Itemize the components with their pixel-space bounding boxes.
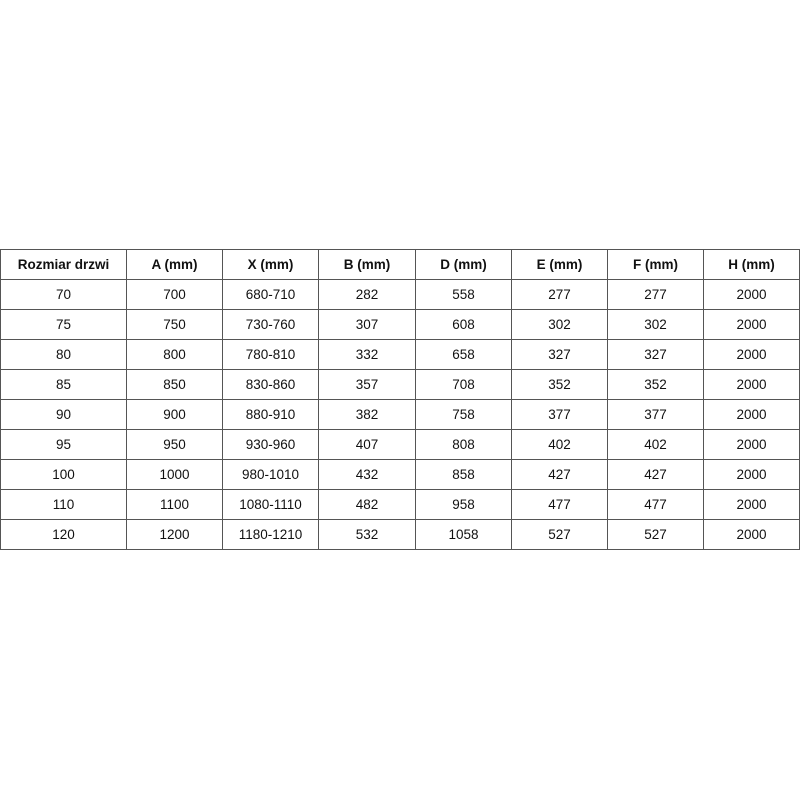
table-cell: 427 — [511, 459, 608, 490]
table-cell: 708 — [415, 369, 512, 400]
table-cell: 477 — [607, 489, 704, 520]
table-row: 75 750 730-760 307 608 302 302 2000 — [0, 309, 800, 340]
table-cell: 930-960 — [222, 429, 319, 460]
column-header: H (mm) — [703, 249, 800, 280]
column-header: A (mm) — [126, 249, 223, 280]
table-cell: 402 — [607, 429, 704, 460]
table-cell: 382 — [318, 399, 416, 430]
table-cell: 750 — [126, 309, 223, 340]
table-cell: 432 — [318, 459, 416, 490]
table-cell: 327 — [511, 339, 608, 370]
table-cell: 100 — [0, 459, 127, 490]
column-header: Rozmiar drzwi — [0, 249, 127, 280]
table-row: 100 1000 980-1010 432 858 427 427 2000 — [0, 459, 800, 490]
table-cell: 2000 — [703, 459, 800, 490]
table-cell: 307 — [318, 309, 416, 340]
table-cell: 608 — [415, 309, 512, 340]
table-cell: 90 — [0, 399, 127, 430]
table-cell: 427 — [607, 459, 704, 490]
table-cell: 2000 — [703, 489, 800, 520]
table-cell: 277 — [607, 279, 704, 310]
table-cell: 110 — [0, 489, 127, 520]
table-cell: 2000 — [703, 369, 800, 400]
table-cell: 482 — [318, 489, 416, 520]
table-cell: 402 — [511, 429, 608, 460]
table-cell: 958 — [415, 489, 512, 520]
table-cell: 532 — [318, 519, 416, 550]
table-cell: 282 — [318, 279, 416, 310]
table-cell: 357 — [318, 369, 416, 400]
table-cell: 352 — [511, 369, 608, 400]
table-cell: 302 — [607, 309, 704, 340]
table-row: 70 700 680-710 282 558 277 277 2000 — [0, 279, 800, 310]
table-cell: 80 — [0, 339, 127, 370]
table-cell: 1080-1110 — [222, 489, 319, 520]
table-cell: 332 — [318, 339, 416, 370]
table-cell: 730-760 — [222, 309, 319, 340]
table-row: 85 850 830-860 357 708 352 352 2000 — [0, 369, 800, 400]
table-cell: 758 — [415, 399, 512, 430]
table-row: 90 900 880-910 382 758 377 377 2000 — [0, 399, 800, 430]
table-cell: 75 — [0, 309, 127, 340]
table-cell: 658 — [415, 339, 512, 370]
column-header: B (mm) — [318, 249, 416, 280]
table-row: 120 1200 1180-1210 532 1058 527 527 2000 — [0, 519, 800, 550]
table-cell: 352 — [607, 369, 704, 400]
table-cell: 900 — [126, 399, 223, 430]
table-cell: 558 — [415, 279, 512, 310]
table-cell: 477 — [511, 489, 608, 520]
table-cell: 527 — [607, 519, 704, 550]
header-row: Rozmiar drzwi A (mm) X (mm) B (mm) D (mm) E (… — [0, 249, 800, 280]
table-cell: 700 — [126, 279, 223, 310]
table-cell: 858 — [415, 459, 512, 490]
table-cell: 2000 — [703, 429, 800, 460]
table-cell: 780-810 — [222, 339, 319, 370]
table-cell: 1058 — [415, 519, 512, 550]
table-cell: 527 — [511, 519, 608, 550]
table-cell: 277 — [511, 279, 608, 310]
table-cell: 2000 — [703, 519, 800, 550]
table-cell: 95 — [0, 429, 127, 460]
table-cell: 2000 — [703, 339, 800, 370]
table-row: 80 800 780-810 332 658 327 327 2000 — [0, 339, 800, 370]
table-cell: 120 — [0, 519, 127, 550]
table-cell: 1200 — [126, 519, 223, 550]
table-cell: 1000 — [126, 459, 223, 490]
table-cell: 377 — [511, 399, 608, 430]
dimensions-table: Rozmiar drzwi A (mm) X (mm) B (mm) D (mm) E (… — [0, 249, 800, 550]
table-cell: 980-1010 — [222, 459, 319, 490]
column-header: F (mm) — [607, 249, 704, 280]
table-cell: 950 — [126, 429, 223, 460]
table-cell: 680-710 — [222, 279, 319, 310]
table-cell: 302 — [511, 309, 608, 340]
table-cell: 85 — [0, 369, 127, 400]
table-cell: 830-860 — [222, 369, 319, 400]
table-cell: 808 — [415, 429, 512, 460]
table-cell: 880-910 — [222, 399, 319, 430]
column-header: X (mm) — [222, 249, 319, 280]
table-row: 95 950 930-960 407 808 402 402 2000 — [0, 429, 800, 460]
table-cell: 327 — [607, 339, 704, 370]
table-cell: 70 — [0, 279, 127, 310]
table-row: 110 1100 1080-1110 482 958 477 477 2000 — [0, 489, 800, 520]
table-cell: 1180-1210 — [222, 519, 319, 550]
table-cell: 850 — [126, 369, 223, 400]
column-header: D (mm) — [415, 249, 512, 280]
table-cell: 2000 — [703, 279, 800, 310]
table-cell: 2000 — [703, 309, 800, 340]
table-cell: 2000 — [703, 399, 800, 430]
table-cell: 407 — [318, 429, 416, 460]
table-cell: 800 — [126, 339, 223, 370]
table-cell: 1100 — [126, 489, 223, 520]
table-cell: 377 — [607, 399, 704, 430]
column-header: E (mm) — [511, 249, 608, 280]
